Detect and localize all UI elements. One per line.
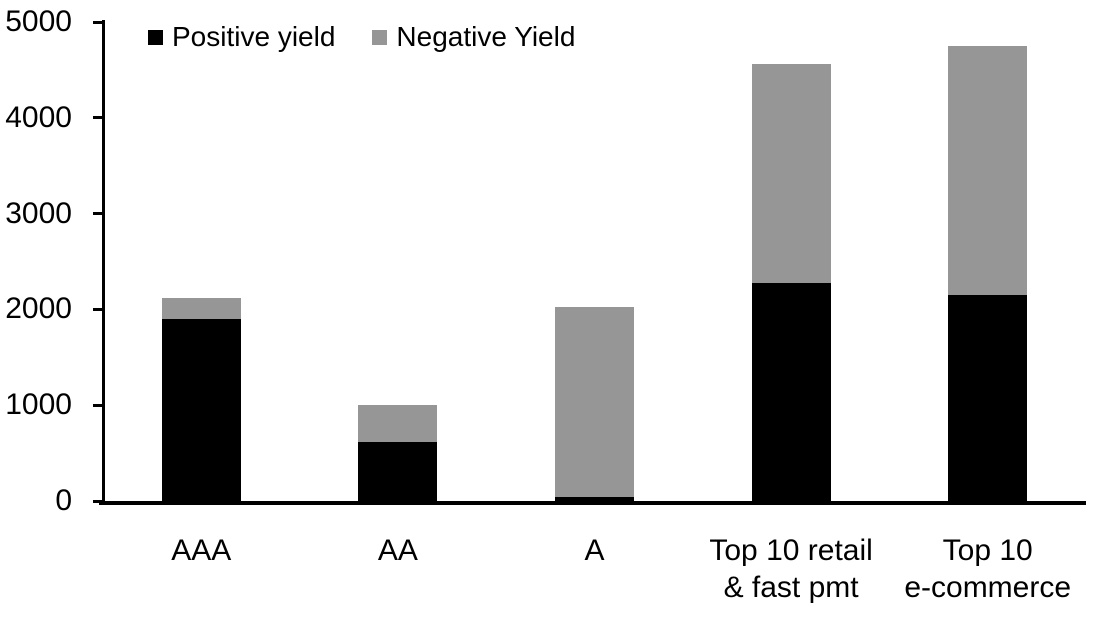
legend-label-positive-yield: Positive yield [172,21,336,52]
y-axis-tick-label: 5000 [5,5,72,38]
bar-segment-positive [751,282,831,501]
x-category-label: AA [377,534,418,567]
bar-segment-positive [948,295,1028,501]
y-axis-tick [93,20,102,24]
bar-segment-positive [161,318,241,501]
y-axis-tick-label: 3000 [5,196,72,230]
bar-segment-negative [948,45,1028,296]
y-axis-tick-label: 4000 [5,100,72,134]
y-axis-line [102,20,105,505]
legend-label-negative-yield: Negative Yield [396,21,576,52]
chart-legend: Positive yield Negative Yield [148,18,575,56]
x-category-label: Top 10 e-commerce [904,534,1072,604]
x-category-label: A [584,534,605,567]
legend-item-negative-yield: Negative Yield [372,20,575,54]
legend-item-positive-yield: Positive yield [148,20,335,54]
bar-segment-positive [358,441,438,501]
x-category-label: AAA [171,534,232,567]
bar-segment-negative [751,64,831,283]
y-axis-tick [93,307,102,311]
y-axis-tick-label: 0 [55,484,72,517]
y-axis-tick [93,403,102,407]
y-axis-tick [93,116,102,120]
negative-yield-swatch-icon [372,29,388,45]
y-axis-tick-label: 2000 [5,292,72,326]
y-axis-tick-label: 1000 [5,388,72,422]
bar-segment-negative [555,306,634,497]
y-axis-tick [93,499,102,503]
bar-segment-negative [161,297,241,319]
x-axis-line [99,501,1086,505]
bar-segment-negative [358,404,438,442]
positive-yield-swatch-icon [148,29,163,45]
y-axis-tick [93,212,102,216]
x-category-label: Top 10 retail & fast pmt [709,534,873,604]
bar-segment-positive [555,496,634,501]
